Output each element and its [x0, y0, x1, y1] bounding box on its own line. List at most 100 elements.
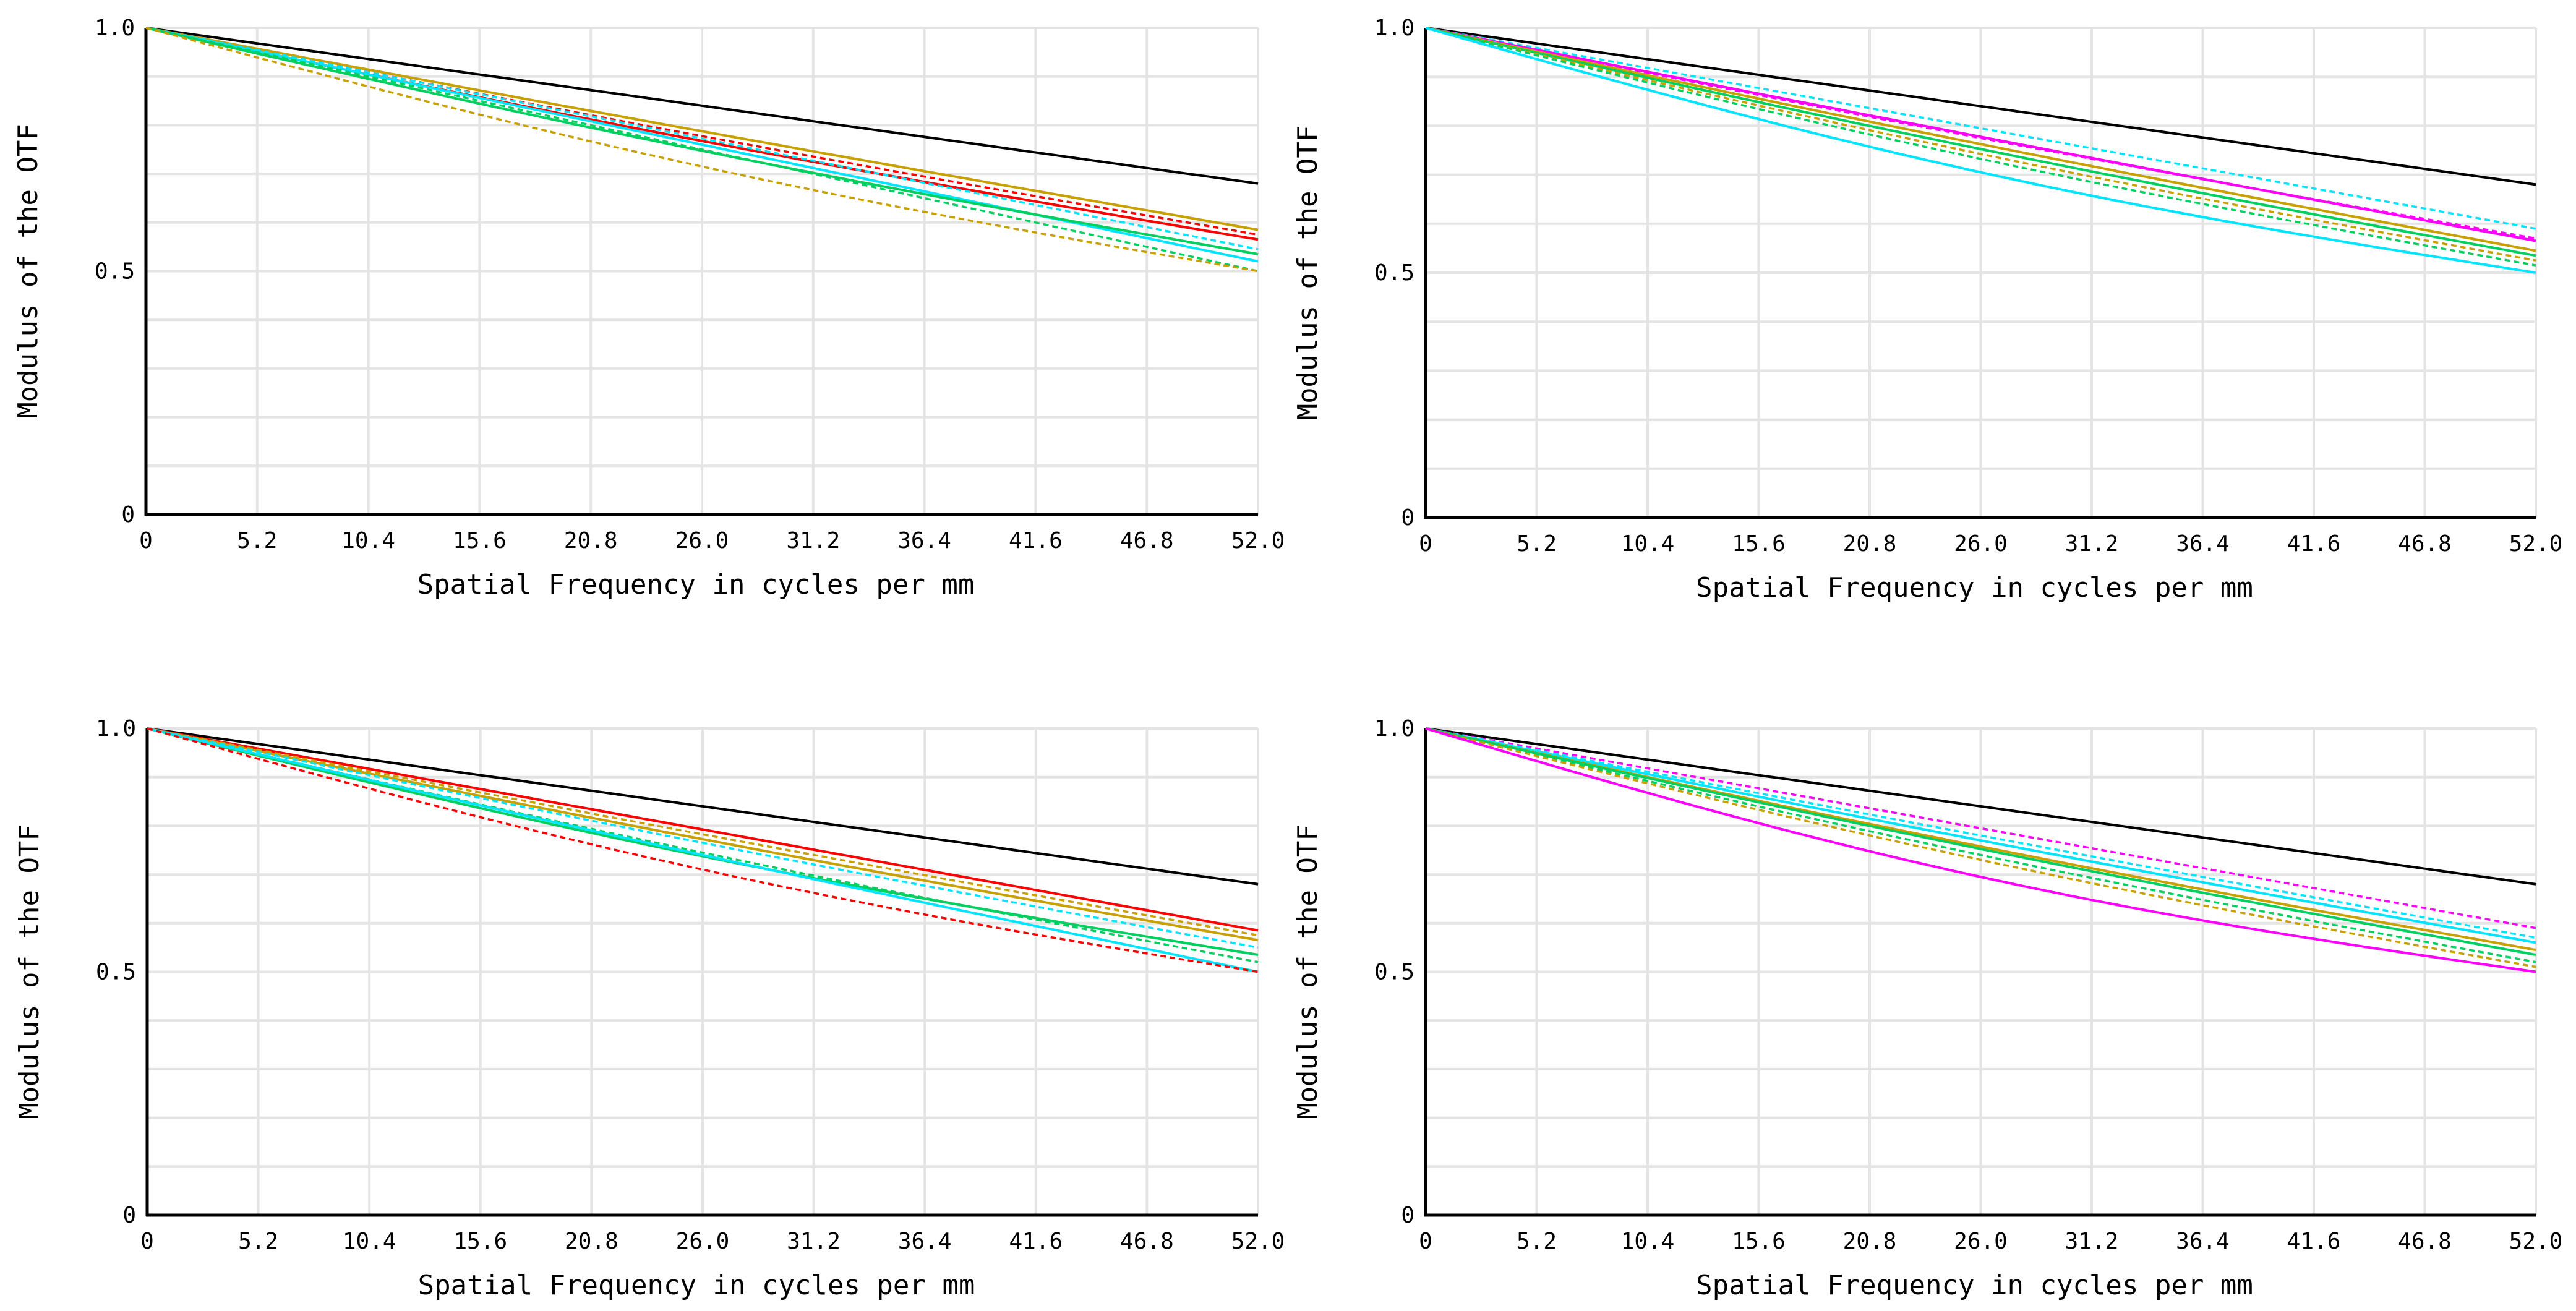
series-line — [1425, 27, 2536, 262]
series-line — [1425, 727, 2536, 963]
x-tick-label: 5.2 — [238, 1229, 278, 1254]
series-line — [1425, 727, 2536, 944]
grid — [1426, 27, 2537, 518]
y-tick-label: 1.0 — [95, 15, 135, 41]
x-tick-label: 15.6 — [453, 528, 507, 553]
series-line — [145, 27, 1259, 231]
x-tick-label: 46.8 — [1120, 1229, 1174, 1254]
x-tick-label: 41.6 — [1009, 1229, 1063, 1254]
x-tick-label: 46.8 — [2398, 1229, 2452, 1254]
series-line — [147, 727, 1259, 932]
series-group — [147, 727, 1259, 973]
y-axis-title: Modulus of the OTF — [1292, 824, 1324, 1119]
x-axis-title: Spatial Frequency in cycles per mm — [418, 1270, 975, 1301]
series-line — [147, 727, 1259, 886]
x-tick-label: 31.2 — [2065, 531, 2119, 557]
series-line — [1425, 27, 2536, 186]
series-line — [1425, 27, 2536, 240]
series-line — [147, 727, 1259, 973]
x-tick-label: 0 — [139, 528, 153, 553]
x-tick-label: 20.8 — [1843, 1229, 1897, 1254]
series-line — [145, 27, 1259, 273]
x-tick-label: 15.6 — [453, 1229, 507, 1254]
chart-panel-top-left: 0 5.2 10.4 15.6 20.8 26.0 31.2 36.4 41.6 46.8 52.0… — [12, 15, 1285, 600]
series-line — [145, 27, 1259, 185]
grid — [1426, 727, 2537, 1215]
series-line — [1425, 727, 2536, 929]
x-tick-label: 52.0 — [2509, 1229, 2563, 1254]
x-tick-label: 15.6 — [1732, 1229, 1786, 1254]
y-axis-title: Modulus of the OTF — [12, 124, 44, 419]
x-axis-title: Spatial Frequency in cycles per mm — [417, 569, 975, 600]
series-line — [147, 727, 1259, 942]
chart-panel-bottom-left: 0 5.2 10.4 15.6 20.8 26.0 31.2 36.4 41.6 46.8 52.0… — [14, 716, 1285, 1301]
x-tick-label: 41.6 — [1009, 528, 1063, 553]
series-line — [1425, 727, 2536, 956]
series-line — [147, 727, 1259, 949]
x-tick-label: 0 — [1419, 531, 1432, 557]
x-tick-label: 10.4 — [341, 528, 395, 553]
x-axis-title: Spatial Frequency in cycles per mm — [1696, 1270, 2253, 1301]
x-tick-label: 26.0 — [675, 528, 729, 553]
series-line — [1425, 727, 2536, 973]
x-tick-label: 10.4 — [343, 1229, 396, 1254]
y-tick-label: 0.5 — [95, 259, 135, 284]
series-group — [145, 27, 1259, 273]
series-line — [1425, 27, 2536, 257]
y-tick-label: 0 — [121, 502, 135, 527]
x-tick-label: 5.2 — [1517, 531, 1557, 557]
series-line — [147, 727, 1259, 937]
series-line — [145, 27, 1259, 255]
x-tick-label: 0 — [140, 1229, 154, 1254]
y-tick-label: 0 — [1401, 1203, 1414, 1228]
x-axis-title: Spatial Frequency in cycles per mm — [1696, 572, 2253, 604]
x-tick-label: 36.4 — [2176, 531, 2230, 557]
x-tick-label: 26.0 — [676, 1229, 730, 1254]
series-line — [1425, 27, 2536, 267]
series-group — [1425, 27, 2536, 274]
y-tick-label: 0 — [122, 1203, 136, 1228]
x-tick-label: 36.4 — [2176, 1229, 2230, 1254]
x-tick-label: 46.8 — [1120, 528, 1174, 553]
x-tick-label: 5.2 — [237, 528, 277, 553]
y-tick-label: 0 — [1401, 505, 1414, 531]
series-group — [1425, 727, 2536, 973]
x-tick-label: 36.4 — [898, 1229, 952, 1254]
x-tick-label: 15.6 — [1732, 531, 1786, 557]
x-tick-label: 20.8 — [1843, 531, 1897, 557]
x-tick-label: 10.4 — [1621, 1229, 1675, 1254]
x-tick-label: 5.2 — [1517, 1229, 1557, 1254]
x-tick-label: 31.2 — [787, 1229, 841, 1254]
x-tick-label: 20.8 — [564, 528, 618, 553]
x-tick-label: 20.8 — [565, 1229, 618, 1254]
grid — [146, 27, 1259, 515]
series-line — [147, 727, 1259, 973]
series-line — [1425, 727, 2536, 886]
x-tick-label: 10.4 — [1621, 531, 1675, 557]
y-tick-label: 0.5 — [1374, 960, 1414, 985]
y-axis-title: Modulus of the OTF — [14, 824, 45, 1119]
grid — [147, 727, 1259, 1215]
series-line — [1425, 727, 2536, 968]
series-line — [1425, 27, 2536, 274]
series-line — [1425, 27, 2536, 252]
series-line — [145, 27, 1259, 273]
y-axis-title: Modulus of the OTF — [1292, 126, 1324, 421]
x-tick-label: 26.0 — [1954, 531, 2008, 557]
y-tick-label: 1.0 — [96, 716, 136, 741]
x-tick-label: 52.0 — [1231, 528, 1285, 553]
x-tick-label: 0 — [1419, 1229, 1432, 1254]
chart-panel-top-right: 0 5.2 10.4 15.6 20.8 26.0 31.2 36.4 41.6 46.8 52.0… — [1292, 15, 2562, 604]
x-tick-label: 46.8 — [2398, 531, 2452, 557]
x-tick-label: 36.4 — [897, 528, 951, 553]
x-tick-label: 41.6 — [2287, 531, 2341, 557]
series-line — [145, 27, 1259, 250]
series-line — [1425, 27, 2536, 230]
x-tick-label: 31.2 — [2065, 1229, 2119, 1254]
x-tick-label: 41.6 — [2287, 1229, 2341, 1254]
series-line — [1425, 727, 2536, 939]
y-tick-label: 0.5 — [1374, 260, 1414, 286]
x-tick-label: 52.0 — [2509, 531, 2563, 557]
x-tick-label: 31.2 — [786, 528, 840, 553]
